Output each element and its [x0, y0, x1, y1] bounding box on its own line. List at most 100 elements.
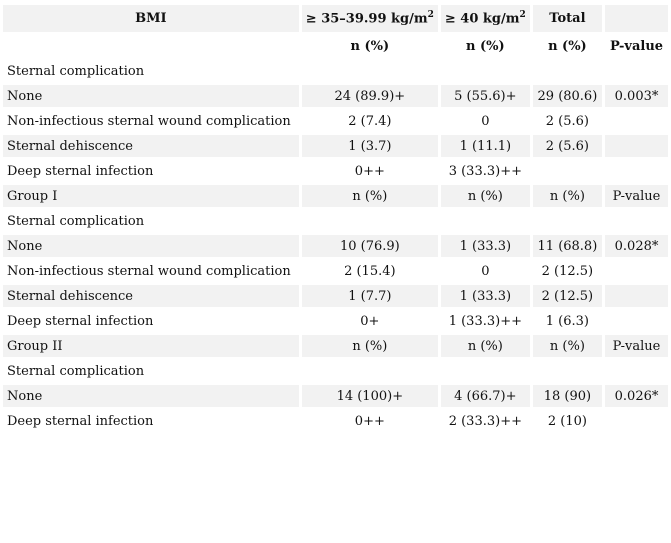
p-value: [605, 260, 668, 282]
total-value: 1 (6.3): [545, 313, 590, 329]
p-value: [605, 410, 668, 432]
table-row: Non-infectious sternal wound complicatio…: [3, 260, 668, 282]
table-row: None 14 (100)+ 4 (66.7)+ 18 (90) 0.026*: [3, 385, 668, 407]
bmi-40-value: n (%): [440, 185, 530, 207]
p-value: [605, 310, 668, 332]
table-row: Sternal complication: [3, 60, 668, 82]
bmi-35-39-value: n (%): [301, 185, 438, 207]
bmi-40-value: [441, 60, 530, 82]
bmi-35-39-value: 1 (3.7): [301, 135, 438, 157]
bmi-40-value: [441, 210, 530, 232]
bmi-35-39-value: 0++: [354, 413, 385, 429]
table-row: Group II n (%) n (%) n (%) P-value: [3, 335, 668, 357]
total-header: Total: [532, 5, 602, 32]
total-value: n (%): [532, 185, 602, 207]
table-row: Sternal dehiscence 1 (3.7) 1 (11.1) 2 (5.6): [3, 135, 668, 157]
subheader-n2: n (%): [466, 38, 505, 54]
subheader-n3: n (%): [548, 38, 587, 54]
bmi-35-39-value: [302, 360, 438, 382]
table-row: Deep sternal infection 0++ 2 (33.3)++ 2 (10…: [3, 410, 668, 432]
total-value: [533, 60, 602, 82]
total-value: 11 (68.8): [532, 235, 602, 257]
row-label: Group II: [3, 335, 299, 357]
bmi-35-39-value: 0++: [354, 163, 385, 179]
total-value: n (%): [532, 335, 602, 357]
total-value: 2 (5.6): [532, 135, 602, 157]
row-label: Sternal dehiscence: [3, 135, 299, 157]
bmi-40-value: 4 (66.7)+: [440, 385, 530, 407]
table-row: Deep sternal infection 0++ 3 (33.3)++: [3, 160, 668, 182]
bmi-40-header: ≥ 40 kg/m2: [440, 5, 530, 32]
total-value: 2 (12.5): [541, 263, 594, 279]
total-value: 2 (5.6): [545, 113, 590, 129]
bmi-35-39-value: 1 (7.7): [301, 285, 438, 307]
row-label: Deep sternal infection: [7, 313, 154, 329]
row-label: Sternal complication: [7, 63, 145, 79]
bmi-40-value: 3 (33.3)++: [448, 163, 522, 179]
p-value: P-value: [605, 185, 668, 207]
row-label: Deep sternal infection: [7, 413, 154, 429]
row-label: Non-infectious sternal wound complicatio…: [7, 263, 291, 279]
bmi-35-39-value: 0+: [360, 313, 380, 329]
row-label: Deep sternal infection: [7, 163, 154, 179]
p-value: [605, 210, 668, 232]
table-row: None 24 (89.9)+ 5 (55.6)+ 29 (80.6) 0.003*: [3, 85, 668, 107]
bmi-35-39-value: 2 (15.4): [344, 263, 396, 279]
total-value: 2 (12.5): [532, 285, 602, 307]
row-label: None: [3, 235, 299, 257]
bmi-35-39-header: ≥ 35–39.99 kg/m2: [301, 5, 438, 32]
total-value: [533, 210, 602, 232]
p-value: 0.003*: [605, 85, 668, 107]
bmi-40-value: 1 (33.3)++: [448, 313, 522, 329]
p-value: [605, 285, 668, 307]
row-label: Sternal dehiscence: [3, 285, 299, 307]
table-row: Non-infectious sternal wound complicatio…: [3, 110, 668, 132]
table-row: Sternal complication: [3, 210, 668, 232]
row-label: None: [3, 85, 299, 107]
row-label: Sternal complication: [7, 363, 145, 379]
bmi-35-39-value: 2 (7.4): [348, 113, 392, 129]
bmi-35-39-value: 10 (76.9): [301, 235, 438, 257]
p-value: [605, 160, 668, 182]
bmi-40-value: 2 (33.3)++: [448, 413, 522, 429]
row-label: Sternal complication: [7, 213, 145, 229]
table-row: Deep sternal infection 0+ 1 (33.3)++ 1 (6.3…: [3, 310, 668, 332]
bmi-40-value: 1 (11.1): [440, 135, 530, 157]
bmi-35-39-value: n (%): [301, 335, 438, 357]
table-row: Sternal complication: [3, 360, 668, 382]
p-value: P-value: [605, 335, 668, 357]
table-body: Sternal complication None 24 (89.9)+ 5 (55.…: [3, 60, 668, 432]
bmi-40-value: 1 (33.3): [440, 285, 530, 307]
bmi-40-value: 0: [481, 113, 490, 129]
total-value: 18 (90): [532, 385, 602, 407]
p-value: [605, 135, 668, 157]
bmi-40-value: n (%): [440, 335, 530, 357]
total-value: [533, 160, 602, 182]
row-label: Group I: [3, 185, 299, 207]
total-value: 29 (80.6): [532, 85, 602, 107]
row-label: Non-infectious sternal wound complicatio…: [7, 113, 291, 129]
total-value: 2 (10): [547, 413, 587, 429]
bmi-40-value: 1 (33.3): [440, 235, 530, 257]
total-value: [533, 360, 602, 382]
p-value: 0.026*: [605, 385, 668, 407]
bmi-sternal-complication-table: BMI ≥ 35–39.99 kg/m2 ≥ 40 kg/m2 Total n …: [0, 2, 671, 435]
subheader-n1: n (%): [350, 38, 390, 54]
pvalue-header-empty: [605, 5, 668, 32]
p-value: [605, 60, 668, 82]
subheader-pvalue: P-value: [609, 38, 664, 54]
subheader-row: n (%) n (%) n (%) P-value: [3, 35, 668, 57]
table-row: Sternal dehiscence 1 (7.7) 1 (33.3) 2 (12.5…: [3, 285, 668, 307]
bmi-35-39-value: [302, 210, 438, 232]
row-label: None: [3, 385, 299, 407]
p-value: [605, 360, 668, 382]
subheader-blank: [3, 35, 299, 57]
bmi-40-value: 0: [481, 263, 490, 279]
bmi-35-39-value: 14 (100)+: [301, 385, 438, 407]
bmi-header: BMI: [3, 5, 299, 32]
bmi-40-value: 5 (55.6)+: [440, 85, 530, 107]
p-value: 0.028*: [605, 235, 668, 257]
table-row: None 10 (76.9) 1 (33.3) 11 (68.8) 0.028*: [3, 235, 668, 257]
bmi-35-39-value: 24 (89.9)+: [301, 85, 438, 107]
